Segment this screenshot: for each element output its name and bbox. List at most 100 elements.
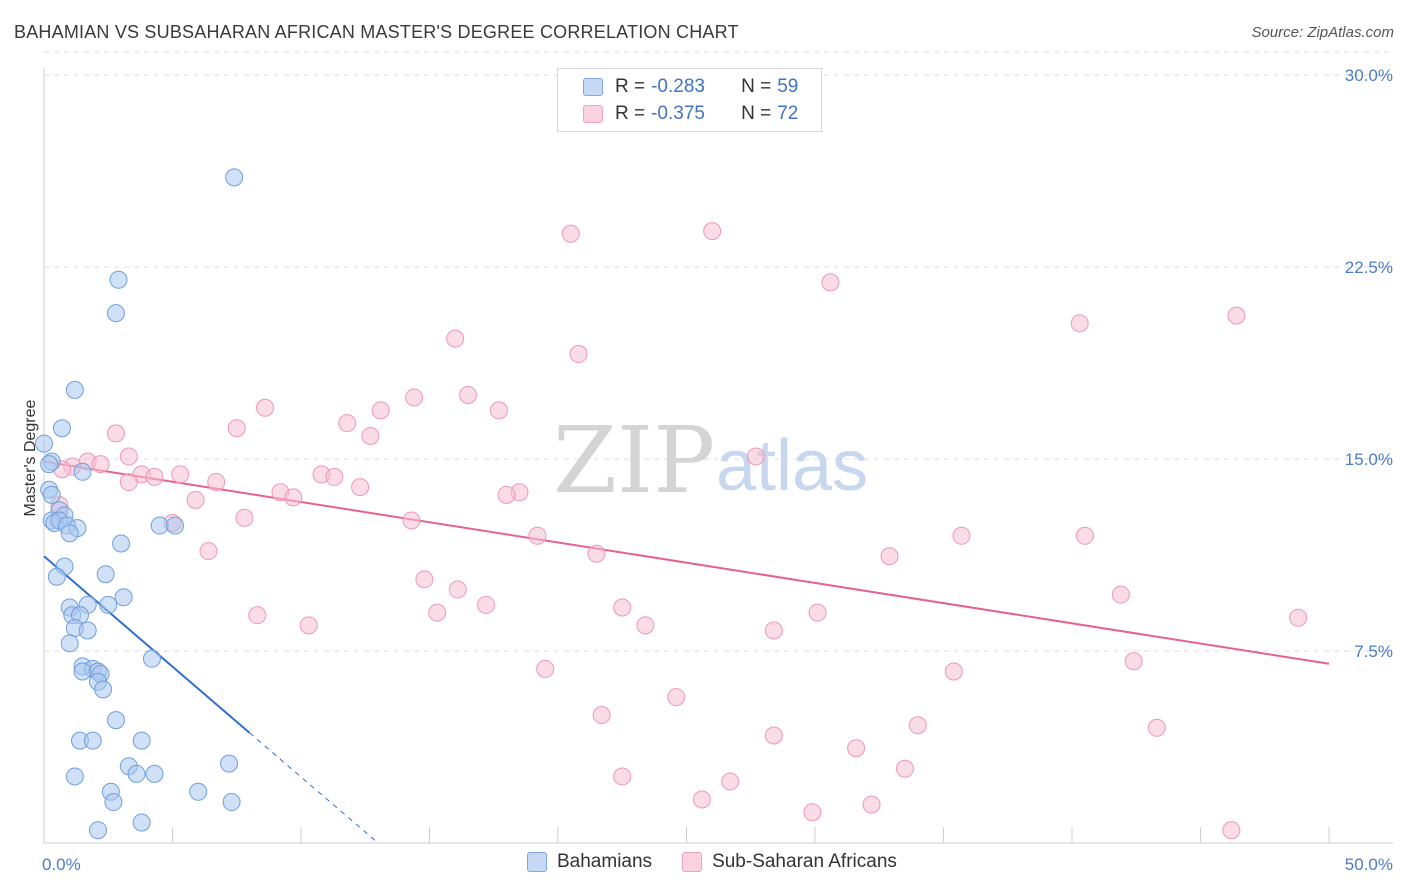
subsaharan-point <box>944 662 963 681</box>
subsaharan-point <box>248 606 267 625</box>
trend-lines <box>43 460 1330 844</box>
bahamian-point <box>106 304 125 323</box>
subsaharan-point <box>952 526 971 545</box>
subsaharan-point <box>764 726 783 745</box>
bahamian-point <box>60 634 79 653</box>
subsaharan-point <box>489 401 508 420</box>
subsaharan-point <box>1289 608 1308 627</box>
bahamian-point <box>65 380 84 399</box>
subsaharan-point <box>746 447 765 466</box>
bahamians-legend-swatch <box>527 852 547 872</box>
n-value: 72 <box>777 103 799 124</box>
subsaharan-point <box>1124 652 1143 671</box>
y-tick-label: 30.0% <box>1345 66 1393 85</box>
n-label: N = <box>741 76 772 97</box>
watermark-atlas: atlas <box>716 426 868 506</box>
bahamian-point <box>220 754 239 773</box>
subsaharan-point <box>561 224 580 243</box>
chart-title: BAHAMIAN VS SUBSAHARAN AFRICAN MASTER'S … <box>14 22 739 42</box>
subsaharan-point <box>536 659 555 678</box>
subsaharan-point <box>908 716 927 735</box>
bahamian-point <box>222 793 241 812</box>
x-tick-label: 50.0% <box>1345 855 1393 874</box>
n-value: 59 <box>777 76 799 97</box>
bahamian-point <box>60 524 79 543</box>
subsaharan-point <box>428 603 447 622</box>
subsaharan-point <box>351 478 370 497</box>
legend-label-subsaharan: Sub-Saharan Africans <box>712 851 897 872</box>
subsaharan-point <box>497 485 516 504</box>
subsaharan-point <box>613 767 632 786</box>
subsaharan-point <box>1075 526 1094 545</box>
bahamian-point <box>78 621 97 640</box>
legend-label-bahamians: Bahamians <box>557 851 653 872</box>
legend-item-subsaharan: Sub-Saharan Africans <box>682 851 897 873</box>
subsaharan-point <box>862 795 881 814</box>
subsaharan-point <box>569 345 588 364</box>
bahamians-swatch <box>583 78 603 96</box>
subsaharan-point <box>415 570 434 589</box>
subsaharan-point <box>1147 718 1166 737</box>
subsaharan-point <box>692 790 711 809</box>
subsaharan-point <box>764 621 783 640</box>
bahamian-point <box>73 662 92 681</box>
subsaharan-point <box>207 473 226 492</box>
subsaharan-point <box>405 388 424 407</box>
bahamian-point <box>150 516 169 535</box>
bahamian-point <box>104 793 123 812</box>
tick-labels: 7.5% 15.0% 22.5% 30.0% 0.0% 50.0% <box>42 66 1393 874</box>
axes <box>43 68 1393 844</box>
subsaharan-point <box>1111 585 1130 604</box>
subsaharan-point <box>667 688 686 707</box>
subsaharan-point <box>448 580 467 599</box>
legend-row-bahamians: R = -0.283 N = 59 <box>583 75 798 99</box>
r-value: -0.375 <box>651 103 705 124</box>
subsaharan-point <box>199 542 218 561</box>
bahamian-point <box>166 516 185 535</box>
subsaharan-point <box>636 616 655 635</box>
subsaharan-point <box>592 706 611 724</box>
subsaharan-point <box>119 447 138 466</box>
subsaharan-point <box>402 511 421 530</box>
subsaharan-swatch <box>583 105 603 123</box>
legend-row-subsaharan: R = -0.375 N = 72 <box>583 102 798 126</box>
subsaharan-point <box>1070 314 1089 333</box>
bahamian-point <box>88 821 107 840</box>
bahamians-trend-line <box>43 555 251 734</box>
subsaharan-point <box>91 455 110 474</box>
subsaharan-point <box>808 603 827 622</box>
watermark-zip: ZIP <box>553 407 715 514</box>
series-legend: Bahamians Sub-Saharan Africans <box>527 851 927 873</box>
subsaharan-point <box>256 398 275 417</box>
bahamian-point <box>114 588 133 607</box>
correlation-legend: R = -0.283 N = 59 R = -0.375 N = 72 <box>557 68 822 132</box>
subsaharan-legend-swatch <box>682 852 703 872</box>
subsaharan-point <box>145 467 164 486</box>
subsaharan-point <box>721 772 740 791</box>
bahamian-point <box>112 534 131 553</box>
r-label: R = <box>615 76 646 97</box>
bahamian-point <box>109 270 128 289</box>
bahamian-point <box>52 419 71 438</box>
subsaharan-point <box>821 273 840 292</box>
subsaharan-point <box>299 616 318 635</box>
subsaharan-point <box>587 544 606 563</box>
subsaharan-trend-line <box>43 460 1330 665</box>
bahamian-point <box>99 595 118 614</box>
bahamian-point <box>73 462 92 481</box>
subsaharan-point <box>613 598 632 617</box>
subsaharan-point <box>186 490 205 509</box>
bahamian-point <box>35 434 53 453</box>
subsaharan-point <box>446 329 465 348</box>
subsaharan-point <box>895 759 914 778</box>
subsaharan-point <box>227 419 246 438</box>
subsaharan-point <box>338 414 357 433</box>
subsaharan-point <box>119 473 138 492</box>
bahamian-point <box>142 649 161 668</box>
subsaharan-point <box>880 547 899 566</box>
subsaharan-point <box>1222 821 1241 840</box>
bahamian-point <box>42 485 61 504</box>
subsaharan-point <box>528 526 547 545</box>
subsaharan-point <box>847 739 866 758</box>
